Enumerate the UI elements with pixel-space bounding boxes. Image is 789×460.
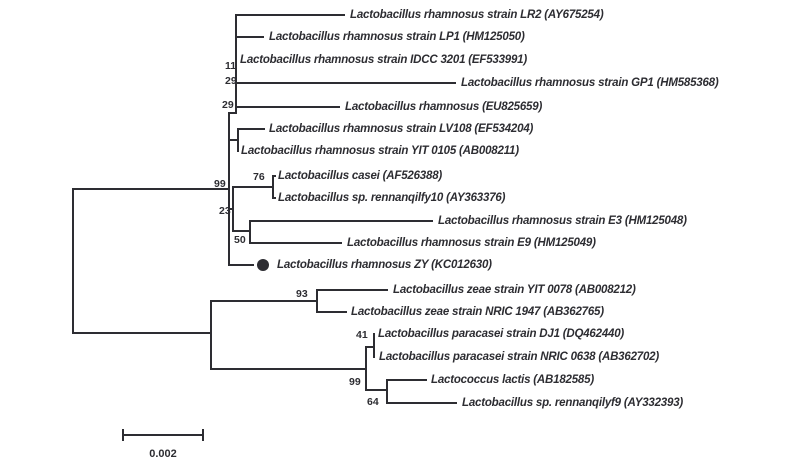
taxon-label: Lactobacillus sp. rennanqilyf9 (AY332393… — [462, 397, 683, 409]
taxon-label: Lactobacillus rhamnosus strain E9 (HM125… — [347, 237, 596, 249]
taxon-label: Lactobacillus rhamnosus strain E3 (HM125… — [438, 215, 687, 227]
bootstrap-value: 76 — [253, 171, 265, 183]
taxon-label: Lactobacillus rhamnosus strain GP1 (HM58… — [461, 77, 719, 89]
taxon-label: Lactobacillus zeae strain NRIC 1947 (AB3… — [351, 306, 604, 318]
taxon-label: Lactobacillus rhamnosus strain LP1 (HM12… — [269, 31, 525, 43]
bootstrap-value: 93 — [296, 288, 308, 300]
taxon-label: Lactobacillus rhamnosus ZY (KC012630) — [277, 259, 492, 271]
bootstrap-value: 11 — [225, 60, 236, 72]
bootstrap-value: 29 — [222, 99, 234, 111]
bootstrap-value: 41 — [356, 329, 368, 341]
taxon-label: Lactobacillus rhamnosus strain LR2 (AY67… — [350, 9, 604, 21]
taxon-label: Lactobacillus rhamnosus strain YIT 0105 … — [241, 145, 519, 157]
study-strain-marker-icon — [257, 259, 269, 271]
taxon-label: Lactobacillus sp. rennanqilfy10 (AY36337… — [278, 192, 506, 204]
bootstrap-value: 99 — [349, 376, 361, 388]
bootstrap-value: 23 — [219, 205, 231, 217]
taxon-label: Lactobacillus paracasei strain DJ1 (DQ46… — [378, 328, 624, 340]
bootstrap-value: 29 — [225, 75, 237, 87]
taxon-label: Lactobacillus rhamnosus strain IDCC 3201… — [240, 54, 527, 66]
taxon-label: Lactobacillus paracasei strain NRIC 0638… — [379, 351, 659, 363]
bootstrap-value: 50 — [234, 234, 246, 246]
bootstrap-value: 64 — [367, 396, 379, 408]
taxon-label: Lactobacillus rhamnosus (EU825659) — [345, 101, 542, 113]
taxon-label: Lactobacillus zeae strain YIT 0078 (AB00… — [393, 284, 636, 296]
taxon-label: Lactococcus lactis (AB182585) — [431, 374, 594, 386]
taxon-label: Lactobacillus rhamnosus strain LV108 (EF… — [269, 123, 534, 135]
bootstrap-value: 99 — [214, 178, 226, 190]
scale-bar-label: 0.002 — [149, 448, 177, 460]
taxon-label: Lactobacillus casei (AF526388) — [278, 170, 442, 182]
